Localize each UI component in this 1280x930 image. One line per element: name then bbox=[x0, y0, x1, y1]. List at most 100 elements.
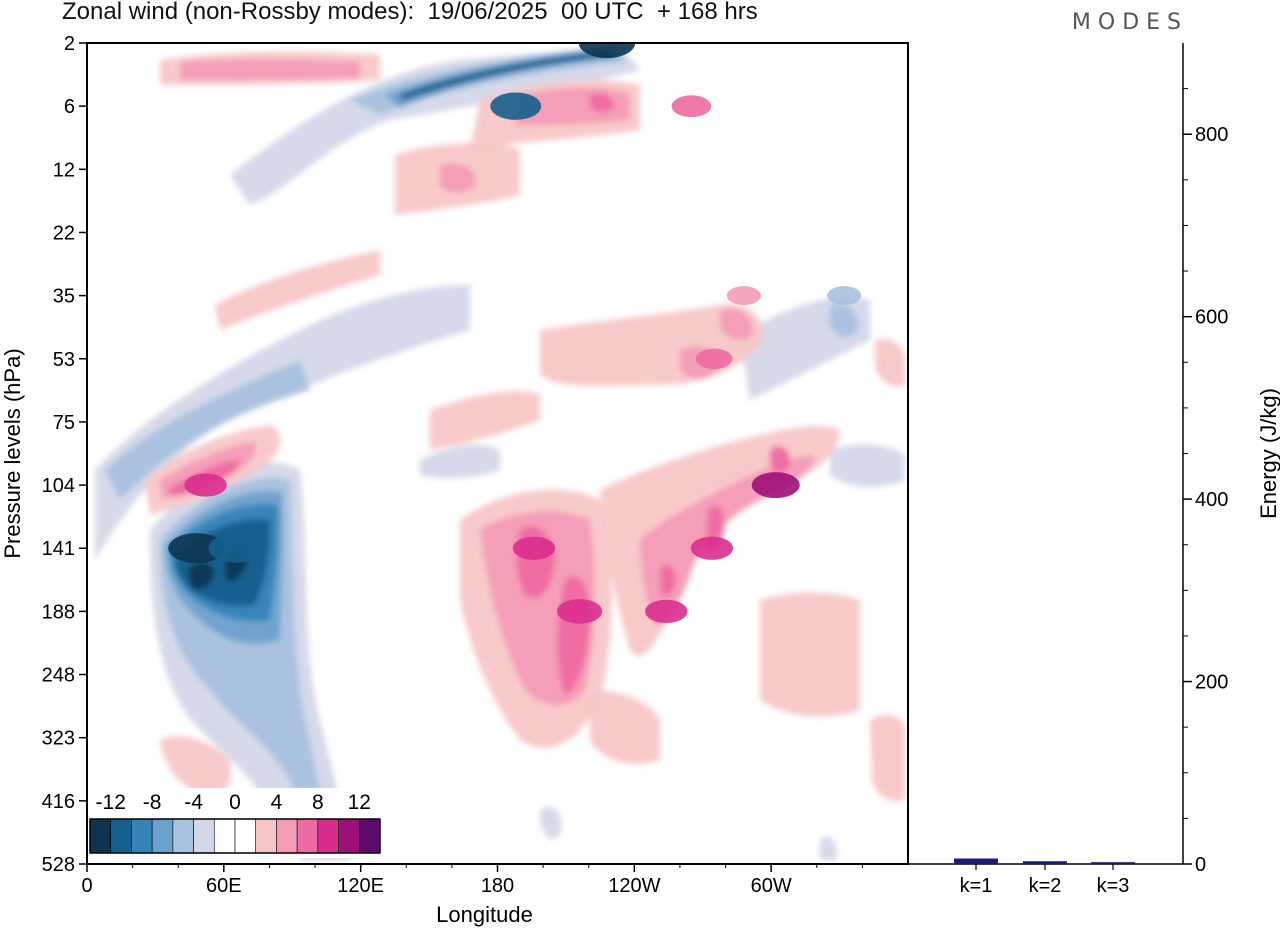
energy-bar-k=2 bbox=[1023, 861, 1067, 864]
energy-category-label: k=2 bbox=[1029, 875, 1062, 897]
colorbar-swatch bbox=[131, 818, 153, 854]
field-feature-2 bbox=[671, 95, 712, 118]
heatmap-background-shading bbox=[95, 46, 905, 860]
contour-region bbox=[105, 360, 310, 500]
contour-region bbox=[590, 93, 615, 112]
colorbar-swatch bbox=[213, 818, 236, 854]
colorbar-swatch bbox=[89, 818, 112, 854]
y-tick-label: 12 bbox=[53, 159, 75, 181]
contour-region bbox=[830, 444, 905, 487]
energy-tick-label: 200 bbox=[1195, 672, 1228, 694]
energy-axis-label: Energy (J/kg) bbox=[1256, 388, 1280, 519]
x-tick-label: 120W bbox=[608, 875, 660, 897]
y-tick-label: 2 bbox=[64, 33, 75, 55]
x-tick-label: 120E bbox=[337, 875, 384, 897]
field-feature-4 bbox=[208, 533, 263, 563]
y-tick-label: 528 bbox=[42, 854, 75, 876]
contour-region bbox=[215, 250, 380, 330]
colorbar-swatch bbox=[172, 818, 194, 854]
energy-tick-label: 400 bbox=[1195, 489, 1228, 511]
colorbar-swatch bbox=[296, 818, 319, 854]
colorbar-swatch bbox=[234, 818, 257, 854]
contour-region bbox=[830, 303, 859, 337]
field-feature-3 bbox=[168, 533, 225, 564]
contour-region bbox=[160, 736, 231, 797]
contour-region bbox=[398, 50, 612, 100]
colorbar-label: 0 bbox=[229, 791, 241, 814]
y-tick-label: 35 bbox=[53, 286, 75, 308]
field-feature-11 bbox=[695, 348, 733, 369]
colorbar-label: 8 bbox=[312, 791, 324, 814]
energy-axes: 0 200 400 600 800 Energy (J/kg) k=1 k=2 k=3 bbox=[908, 43, 1280, 897]
y-tick-label: 104 bbox=[42, 475, 75, 497]
colorbar-swatch bbox=[276, 818, 298, 854]
y-tick-label: 6 bbox=[64, 96, 75, 118]
colorbar-swatch bbox=[193, 818, 215, 854]
colorbar-swatch bbox=[317, 818, 339, 854]
y-tick-label: 248 bbox=[42, 665, 75, 687]
contour-region bbox=[385, 48, 618, 108]
contour-region bbox=[660, 564, 676, 596]
field-feature-6 bbox=[512, 536, 556, 560]
colorbar-label: -8 bbox=[143, 791, 162, 814]
energy-tick-label: 0 bbox=[1195, 854, 1206, 876]
field-feature-8 bbox=[645, 599, 688, 623]
contour-region bbox=[820, 836, 837, 860]
contour-region bbox=[440, 163, 477, 193]
field-feature-1 bbox=[490, 92, 542, 120]
energy-category-label: k=3 bbox=[1097, 875, 1130, 897]
colorbar-swatch bbox=[110, 818, 132, 854]
colorbar: -12 -8 -4 0 4 8 12 bbox=[88, 788, 382, 858]
energy-bar-k=1 bbox=[954, 858, 998, 864]
colorbar-label: 12 bbox=[348, 791, 371, 814]
colorbar-swatch bbox=[338, 818, 360, 854]
colorbar-frame bbox=[89, 818, 381, 854]
contour-region bbox=[640, 455, 815, 626]
x-tick-label: 60E bbox=[206, 875, 242, 897]
colorbar-swatch bbox=[151, 818, 174, 854]
energy-category-label: k=1 bbox=[960, 875, 993, 897]
x-tick-label: 60W bbox=[751, 875, 792, 897]
colorbar-label: 4 bbox=[271, 791, 283, 814]
y-tick-label: 416 bbox=[42, 791, 75, 813]
energy-bar-k=3 bbox=[1091, 862, 1135, 864]
field-feature-9 bbox=[690, 536, 734, 560]
colorbar-label: -12 bbox=[96, 791, 126, 814]
contour-region bbox=[188, 562, 214, 590]
contour-region bbox=[430, 390, 540, 450]
contour-region bbox=[180, 59, 360, 80]
field-feature-13 bbox=[827, 286, 862, 306]
y-tick-label: 141 bbox=[42, 538, 75, 560]
field-feature-7 bbox=[557, 599, 603, 624]
contour-region bbox=[875, 338, 905, 387]
chart-title: Zonal wind (non-Rossby modes): 19/06/202… bbox=[62, 0, 758, 25]
contour-region bbox=[720, 308, 753, 341]
field-feature-12 bbox=[726, 286, 761, 306]
x-axis-label: Longitude bbox=[436, 902, 533, 927]
x-tick-label: 0 bbox=[81, 875, 92, 897]
energy-tick-label: 600 bbox=[1195, 307, 1228, 329]
y-axis-label: Pressure levels (hPa) bbox=[0, 348, 25, 558]
field-feature-10 bbox=[751, 472, 800, 499]
contour-region bbox=[540, 806, 562, 839]
y-tick-label: 75 bbox=[53, 412, 75, 434]
y-tick-label: 188 bbox=[42, 601, 75, 623]
colorbar-swatch bbox=[358, 818, 381, 854]
y-tick-label: 323 bbox=[42, 728, 75, 750]
contour-region bbox=[870, 714, 905, 802]
x-tick-label: 180 bbox=[481, 875, 514, 897]
field-feature-5 bbox=[184, 473, 227, 497]
contour-region bbox=[770, 445, 791, 474]
y-tick-label: 53 bbox=[53, 349, 75, 371]
contour-region bbox=[95, 285, 470, 560]
brand-logo: MODES bbox=[1071, 10, 1188, 35]
energy-tick-label: 800 bbox=[1195, 124, 1228, 146]
y-tick-label: 22 bbox=[53, 222, 75, 244]
contour-region bbox=[590, 690, 660, 764]
colorbar-label: -4 bbox=[184, 791, 203, 814]
contour-region bbox=[420, 444, 500, 479]
field-feature-0 bbox=[578, 43, 636, 59]
contour-region bbox=[760, 592, 860, 717]
